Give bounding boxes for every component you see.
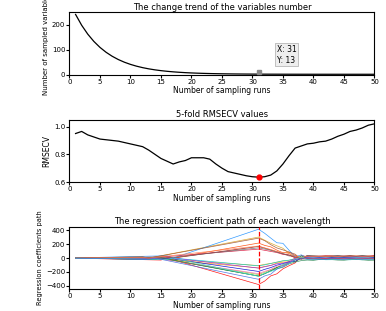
Title: The regression coefficient path of each wavelength: The regression coefficient path of each … [113,217,330,226]
Text: X: 31
Y: 13: X: 31 Y: 13 [277,45,296,64]
X-axis label: Number of sampling runs: Number of sampling runs [173,86,271,95]
X-axis label: Number of sampling runs: Number of sampling runs [173,193,271,202]
X-axis label: Number of sampling runs: Number of sampling runs [173,301,271,310]
Title: 5-fold RMSECV values: 5-fold RMSECV values [176,110,268,119]
Y-axis label: Number of sampled variables: Number of sampled variables [43,0,49,95]
Y-axis label: Regression coefficients path: Regression coefficients path [37,211,43,305]
Y-axis label: RMSECV: RMSECV [42,135,51,167]
Title: The change trend of the variables number: The change trend of the variables number [133,3,311,12]
